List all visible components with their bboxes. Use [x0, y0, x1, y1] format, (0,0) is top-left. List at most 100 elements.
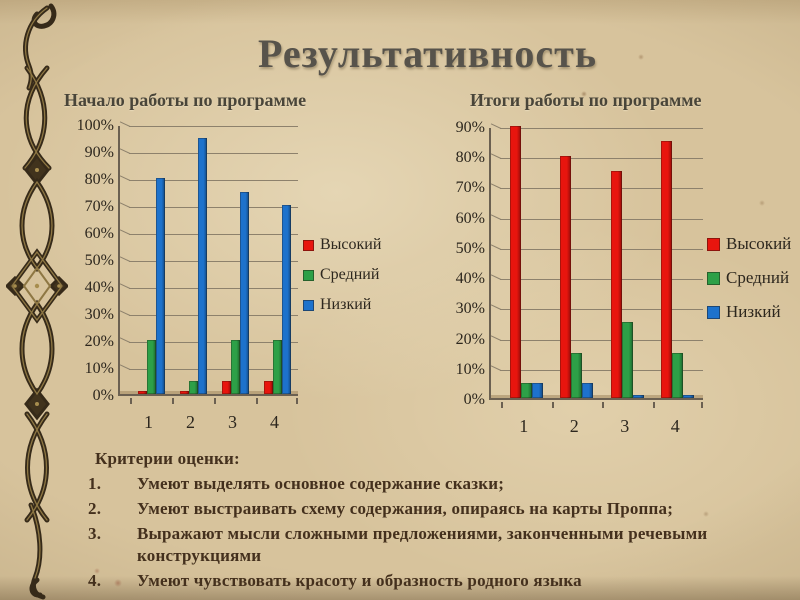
- y-axis-tick-label: 0%: [92, 387, 114, 404]
- legend-label: Низкий: [320, 296, 372, 313]
- plot-area: [118, 126, 298, 404]
- bar-chart-program-end: 90% 80% 70% 60% 50% 40% 30% 20% 10% 0% 1 2 3 4 Высокий…: [425, 118, 797, 458]
- y-axis-tick-label: 80%: [84, 171, 114, 188]
- x-axis-category-label: 1: [144, 412, 153, 432]
- gridline: [500, 218, 703, 220]
- y-axis-tick-label: 80%: [455, 149, 485, 167]
- y-axis-tick-label: 100%: [76, 117, 114, 134]
- plot-area: [489, 126, 703, 408]
- bar-средний-cat1: [520, 382, 532, 398]
- legend-item: Высокий: [707, 234, 791, 254]
- legend-color-swatch: [303, 269, 314, 281]
- bar-средний-cat3: [230, 340, 240, 394]
- gridline: [500, 248, 703, 250]
- bar-средний-cat3: [621, 322, 633, 398]
- legend-item: Средний: [707, 268, 791, 288]
- y-axis-tick-label: 20%: [455, 330, 485, 348]
- gridline: [129, 369, 298, 370]
- x-axis-tick: [501, 402, 503, 408]
- bar-низкий-cat1: [155, 178, 165, 394]
- criteria-item: 4. Умеют чувствовать красоту и образност…: [60, 570, 770, 592]
- gridline: [500, 309, 703, 311]
- bar-низкий-cat4: [281, 205, 291, 394]
- y-axis-tick-label: 20%: [84, 333, 114, 350]
- x-axis-category-label: 3: [228, 412, 237, 432]
- chart-title-right: Итоги работы по программе: [470, 90, 702, 110]
- criteria-item-number: 4.: [88, 571, 102, 590]
- x-axis-tick: [551, 402, 554, 408]
- gridline: [500, 279, 703, 281]
- legend-label: Средний: [726, 268, 790, 287]
- gridline: [129, 234, 298, 235]
- y-axis-tick-label: 10%: [455, 360, 485, 378]
- legend-item: Низкий: [707, 302, 791, 322]
- criteria-item: 1. Умеют выделять основное содержание ск…: [60, 473, 770, 495]
- gridline: [129, 207, 298, 208]
- criteria-item: 3. Выражают мысли сложными предложениями…: [60, 523, 770, 567]
- y-axis-tick-label: 60%: [84, 225, 114, 242]
- criteria-item-number: 3.: [88, 524, 102, 543]
- bar-низкий-cat3: [239, 191, 249, 394]
- gridline: [129, 126, 298, 127]
- slide-title: Результативность: [258, 31, 597, 76]
- decorative-knot-ornament: [6, 3, 68, 600]
- y-axis-tick-label: 90%: [455, 119, 485, 136]
- criteria-heading: Критерии оценки:: [95, 449, 240, 468]
- legend-color-swatch: [303, 239, 314, 251]
- y-axis-tick-label: 40%: [455, 270, 485, 288]
- x-axis-tick: [296, 398, 298, 404]
- bar-chart-program-start: 100% 90% 80% 70% 60% 50% 40% 30% 20% 10% 0% 1 2 3 4 Выс…: [60, 117, 422, 453]
- legend-item: Высокий: [303, 236, 381, 254]
- bar-низкий-cat1: [531, 382, 543, 398]
- bar-высокий-cat2: [179, 391, 189, 394]
- y-axis-tick-label: 30%: [84, 306, 114, 323]
- x-axis-tick: [214, 398, 216, 404]
- gridline: [129, 261, 298, 262]
- chart-title-left: Начало работы по программе: [64, 90, 307, 110]
- y-axis-tick-label: 50%: [84, 252, 114, 269]
- legend-item: Низкий: [303, 296, 381, 314]
- y-axis-tick-label: 40%: [84, 279, 114, 296]
- x-axis-tick: [256, 398, 258, 404]
- legend-label: Средний: [320, 266, 380, 283]
- criteria-block: Критерии оценки: 1. Умеют выделять основ…: [60, 448, 770, 592]
- y-axis-tick-label: 60%: [455, 209, 485, 227]
- gridline: [129, 288, 298, 289]
- x-axis-tick: [701, 402, 703, 408]
- x-axis-line: [118, 394, 298, 396]
- gridline: [129, 315, 298, 316]
- x-axis-category-label: 2: [569, 416, 579, 436]
- bar-высокий-cat2: [560, 156, 572, 398]
- legend-label: Высокий: [320, 236, 382, 253]
- x-axis-tick: [130, 398, 132, 404]
- y-axis-tick-label: 70%: [455, 179, 485, 197]
- y-axis-tick-label: 70%: [84, 198, 114, 215]
- bar-низкий-cat2: [582, 382, 594, 398]
- x-axis-tick: [172, 398, 174, 404]
- x-axis-tick: [602, 402, 604, 408]
- gridline: [500, 339, 703, 341]
- bar-низкий-cat4: [683, 394, 695, 398]
- gridline: [129, 180, 298, 181]
- legend-label: Низкий: [726, 302, 781, 321]
- legend-item: Средний: [303, 266, 381, 284]
- gridline: [500, 188, 703, 190]
- gridline: [129, 153, 298, 154]
- bar-низкий-cat2: [197, 137, 207, 394]
- criteria-item: 2. Умеют выстраивать схему содержания, о…: [60, 498, 770, 520]
- bar-высокий-cat4: [263, 380, 273, 394]
- x-axis-category-label: 2: [186, 412, 195, 432]
- criteria-item-number: 2.: [88, 499, 102, 518]
- y-axis-tick-label: 10%: [84, 360, 114, 377]
- x-axis-category-label: 4: [670, 416, 680, 436]
- bar-средний-cat4: [272, 340, 282, 394]
- bar-высокий-cat1: [137, 391, 147, 394]
- chart-floor: [120, 391, 298, 395]
- bar-средний-cat4: [672, 352, 684, 398]
- x-axis-category-label: 4: [270, 412, 279, 432]
- legend-color-swatch: [707, 305, 720, 319]
- x-axis-category-label: 1: [519, 416, 529, 436]
- legend-color-swatch: [707, 271, 720, 285]
- y-axis-tick-label: 50%: [455, 239, 485, 257]
